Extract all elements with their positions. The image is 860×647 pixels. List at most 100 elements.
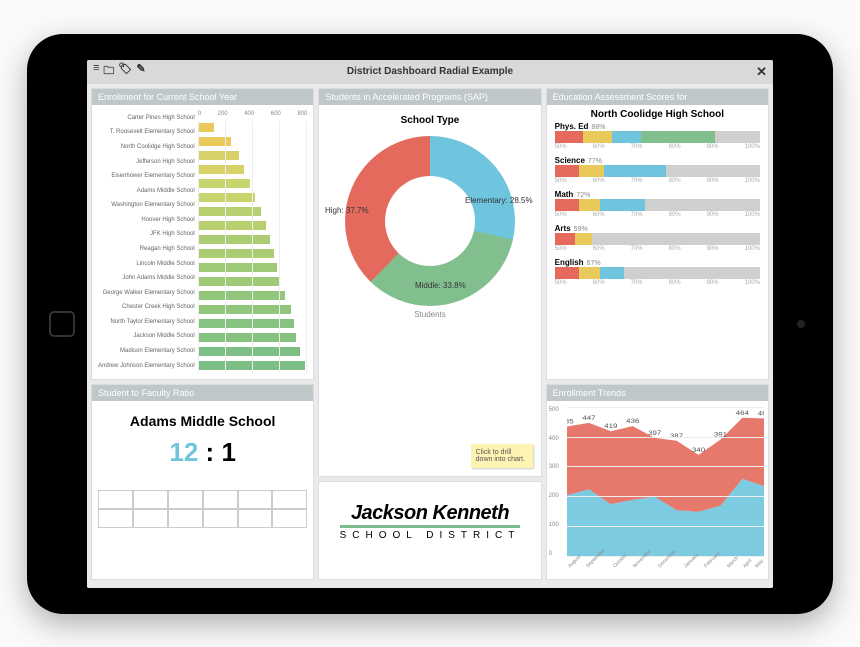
ratio-student: 12	[169, 437, 198, 467]
school-label: Jefferson High School	[98, 159, 195, 165]
subject-name: Arts	[555, 224, 571, 233]
panel-logo: Jackson Kenneth SCHOOL DISTRICT	[318, 481, 541, 580]
subject-row: Phys. Ed88%50%60%70%80%90%100%	[555, 122, 760, 150]
enrollment-bar[interactable]	[198, 179, 250, 188]
subject-pct: 59%	[574, 226, 588, 233]
subject-pct: 88%	[591, 124, 605, 131]
subject-bar[interactable]	[555, 267, 760, 279]
ratio-body: Adams Middle School 12 : 1	[92, 401, 313, 579]
school-label: Madison Elementary School	[98, 348, 195, 354]
trends-body[interactable]: 0100200300400500 43544741943639738734039…	[547, 401, 768, 579]
school-label: Lincoln Middle School	[98, 261, 195, 267]
subject-bar[interactable]	[555, 199, 760, 211]
titlebar: ≡ 🗀 🏷 ✎ District Dashboard Radial Exampl…	[87, 60, 773, 84]
screen: ≡ 🗀 🏷 ✎ District Dashboard Radial Exampl…	[87, 60, 773, 588]
camera	[797, 320, 805, 328]
school-label: Hoover High School	[98, 217, 195, 223]
subject-bar[interactable]	[555, 233, 760, 245]
donut-label-elementary: Elementary: 28.5%	[465, 196, 533, 205]
enrollment-bar[interactable]	[198, 151, 239, 160]
panel-header: Enrollment Trends	[547, 385, 768, 401]
subject-row: English67%50%60%70%80%90%100%	[555, 258, 760, 286]
donut-label-middle: Middle: 33.8%	[415, 281, 466, 290]
ratio-placeholder	[98, 490, 307, 528]
logo: Jackson Kenneth SCHOOL DISTRICT	[319, 482, 540, 579]
panel-header: Student to Faculty Ratio	[92, 385, 313, 401]
dashboard-grid: Enrollment for Current School Year Carte…	[87, 84, 773, 588]
subject-name: Phys. Ed	[555, 122, 589, 131]
subject-pct: 72%	[576, 192, 590, 199]
enrollment-bar[interactable]	[198, 137, 231, 146]
subject-name: Math	[555, 190, 574, 199]
tag-icon[interactable]: 🏷	[118, 62, 132, 81]
school-label: John Adams Middle School	[98, 275, 195, 281]
enrollment-bar[interactable]	[198, 319, 294, 328]
logo-sub: SCHOOL DISTRICT	[340, 525, 521, 541]
enrollment-bar[interactable]	[198, 305, 291, 314]
sticky-note[interactable]: Click to drill down into chart.	[471, 444, 533, 468]
ratio-value: 12 : 1	[98, 437, 307, 468]
panel-donut: Students in Accelerated Programs (SAP) S…	[318, 88, 541, 477]
subject-pct: 77%	[588, 158, 602, 165]
enrollment-bar[interactable]	[198, 249, 275, 258]
school-label: Eisenhower Elementary School	[98, 173, 195, 179]
enrollment-bar[interactable]	[198, 291, 286, 300]
panel-trends: Enrollment Trends 0100200300400500 43544…	[546, 384, 769, 580]
subject-pct: 67%	[587, 260, 601, 267]
subject-bar[interactable]	[555, 165, 760, 177]
enrollment-bar[interactable]	[198, 165, 245, 174]
enrollment-bar[interactable]	[198, 361, 305, 370]
school-label: T. Roosevelt Elementary School	[98, 129, 195, 135]
subject-name: English	[555, 258, 584, 267]
tablet-frame: ≡ 🗀 🏷 ✎ District Dashboard Radial Exampl…	[27, 34, 833, 614]
ratio-faculty: 1	[221, 437, 235, 467]
donut-label-high: High: 37.7%	[325, 206, 369, 215]
subject-bar[interactable]	[555, 131, 760, 143]
home-button[interactable]	[49, 311, 75, 337]
school-label: Andrew Johnson Elementary School	[98, 363, 195, 369]
enrollment-bar[interactable]	[198, 333, 297, 342]
donut-center-title: School Type	[401, 115, 460, 126]
pencil-icon[interactable]: ✎	[136, 62, 145, 81]
enrollment-bar[interactable]	[198, 221, 266, 230]
page-title: District Dashboard Radial Example	[347, 66, 513, 77]
school-label: George Walker Elementary School	[98, 290, 195, 296]
folder-icon[interactable]: 🗀	[103, 62, 114, 81]
ratio-school-name: Adams Middle School	[98, 413, 307, 429]
enrollment-bar[interactable]	[198, 347, 301, 356]
school-label: Chester Creek High School	[98, 304, 195, 310]
school-label: JFK High School	[98, 231, 195, 237]
enrollment-bar[interactable]	[198, 207, 261, 216]
panel-ratio: Student to Faculty Ratio Adams Middle Sc…	[91, 384, 314, 580]
school-label: Reagan High School	[98, 246, 195, 252]
enrollment-bar[interactable]	[198, 123, 214, 132]
donut-axis-label: Students	[414, 310, 446, 319]
enrollment-chart[interactable]: Carter Pines High School T. Roosevelt Ele…	[92, 105, 313, 379]
panel-header: Enrollment for Current School Year	[92, 89, 313, 105]
col-left: Enrollment for Current School Year Carte…	[91, 88, 314, 580]
enrollment-bar[interactable]	[198, 193, 256, 202]
col-right: Education Assessment Scores for North Co…	[546, 88, 769, 580]
assessment-school: North Coolidge High School	[555, 109, 760, 120]
subject-row: Arts59%50%60%70%80%90%100%	[555, 224, 760, 252]
enrollment-bar[interactable]	[198, 263, 277, 272]
logo-main: Jackson Kenneth	[319, 502, 540, 525]
panel-assessment: Education Assessment Scores for North Co…	[546, 88, 769, 380]
school-label: Washington Elementary School	[98, 202, 195, 208]
menu-icon[interactable]: ≡	[93, 62, 99, 81]
school-label: Carter Pines High School	[98, 115, 195, 121]
school-label: Jackson Middle School	[98, 333, 195, 339]
subject-row: Math72%50%60%70%80%90%100%	[555, 190, 760, 218]
donut-body[interactable]: School Type Elementary: 28.5% Middle: 33…	[319, 105, 540, 476]
school-label: North Coolidge High School	[98, 144, 195, 150]
donut-chart[interactable]: Elementary: 28.5% Middle: 33.8% High: 37…	[345, 136, 515, 306]
panel-header: Education Assessment Scores for	[547, 89, 768, 105]
subject-row: Science77%50%60%70%80%90%100%	[555, 156, 760, 184]
school-label: Adams Middle School	[98, 188, 195, 194]
enrollment-bar[interactable]	[198, 235, 271, 244]
enrollment-bar[interactable]	[198, 277, 280, 286]
close-icon[interactable]: ✕	[756, 64, 767, 80]
panel-enrollment: Enrollment for Current School Year Carte…	[91, 88, 314, 380]
col-middle: Students in Accelerated Programs (SAP) S…	[318, 88, 541, 580]
panel-header: Students in Accelerated Programs (SAP)	[319, 89, 540, 105]
